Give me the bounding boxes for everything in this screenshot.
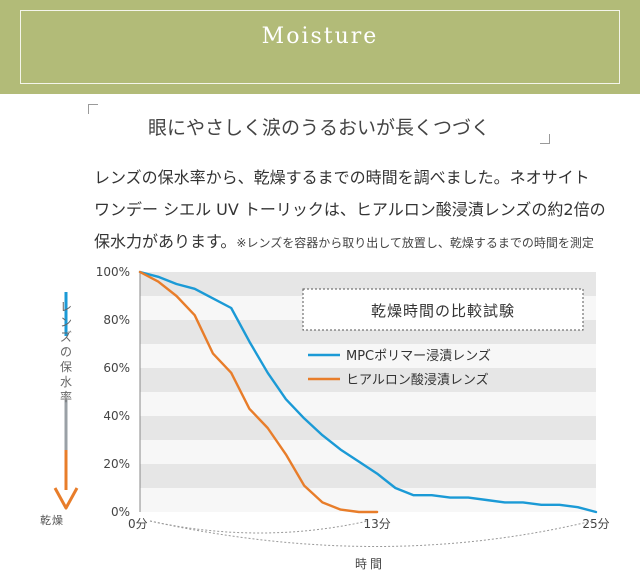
x-tick-labels: 0分 13分 25分 <box>128 517 610 531</box>
x-axis-label: 時間 <box>355 557 385 571</box>
y-tick-label: 100% <box>96 265 130 279</box>
corner-bracket-bottom-right <box>540 134 550 144</box>
axis-decorations: 時間 <box>53 292 593 571</box>
x-tick-label: 13分 <box>363 517 390 531</box>
y-tick-labels: 0% 20% 40% 60% 80% 100% <box>96 265 130 519</box>
legend-label: ヒアルロン酸浸漬レンズ <box>346 372 489 388</box>
body-line-3: 保水力があります。※レンズを容器から取り出して放置し、乾燥するまでの時間を測定 <box>94 228 594 252</box>
grid-band <box>140 488 596 512</box>
series-lines <box>138 270 598 514</box>
y-axis-label: レンズの保水率 <box>60 300 73 404</box>
y-tick-label: 20% <box>103 457 130 471</box>
chart-title-box <box>302 288 584 331</box>
x-tick-label: 25分 <box>582 517 609 531</box>
y-tick-label: 80% <box>103 313 130 327</box>
body-line-2: ワンデー シエル UV トーリックは、ヒアルロン酸浸漬レンズの約2倍の <box>94 200 606 219</box>
header-banner: Moisture <box>0 0 640 94</box>
dry-label: 乾燥 <box>40 514 64 527</box>
arrow-down-icon <box>53 487 79 510</box>
time-arc-13 <box>149 520 369 534</box>
grid-band <box>140 440 596 464</box>
body-line-3-text: 保水力があります。 <box>94 232 237 251</box>
x-tick-label: 0分 <box>128 517 148 531</box>
measurement-note: ※レンズを容器から取り出して放置し、乾燥するまでの時間を測定 <box>236 236 594 250</box>
y-tick-label: 60% <box>103 361 130 375</box>
grid-band <box>140 416 596 440</box>
corner-bracket-top-left <box>88 104 98 114</box>
grid-band <box>140 392 596 416</box>
headline: 眼にやさしく涙のうるおいが長くつづく <box>147 117 490 139</box>
chart-title: 乾燥時間の比較試験 <box>371 302 515 320</box>
grid-band <box>140 368 596 392</box>
legend-label: MPCポリマー浸漬レンズ <box>346 348 491 364</box>
headline-box: 眼にやさしく涙のうるおいが長くつづく <box>88 104 550 144</box>
banner-title: Moisture <box>261 24 379 49</box>
y-tick-label: 40% <box>103 409 130 423</box>
body-line-1: レンズの保水率から、乾燥するまでの時間を調べました。ネオサイト <box>94 168 590 187</box>
y-tick-label: 0% <box>111 505 130 519</box>
series-line-mpc <box>138 270 598 514</box>
banner-frame <box>20 10 620 84</box>
series-line-hyaluronic <box>138 270 379 514</box>
